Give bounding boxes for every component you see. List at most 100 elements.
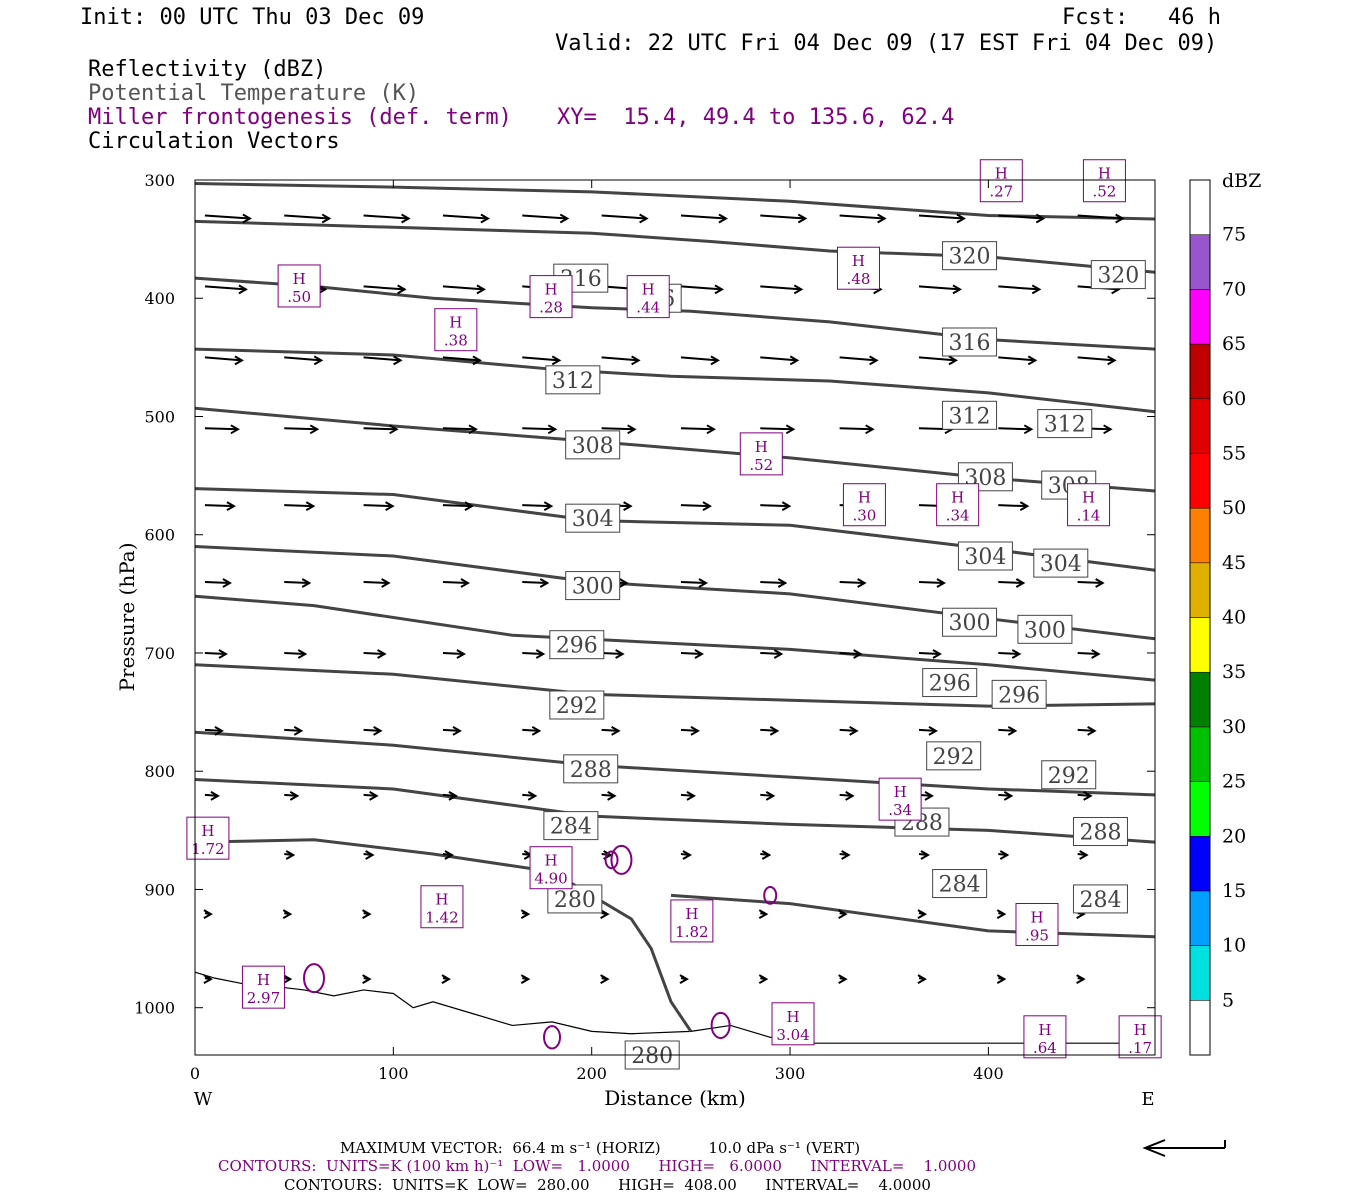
fronto-max-box — [529, 846, 573, 890]
theta-contour-288 — [670, 893, 1156, 939]
colorbar-tick-label: 30 — [1222, 716, 1246, 738]
colorbar-segment — [1189, 617, 1211, 673]
theta-label-box — [565, 571, 621, 601]
circulation-vector — [522, 355, 562, 366]
fronto-max-box — [1082, 159, 1126, 203]
colorbar-tick-label: 35 — [1222, 661, 1246, 683]
theta-label-box — [991, 679, 1047, 709]
fronto-max-box — [842, 483, 886, 527]
circulation-vector — [760, 424, 796, 435]
circulation-vector — [680, 355, 720, 366]
circulation-vector — [998, 501, 1030, 512]
fronto-max-box — [739, 432, 783, 476]
theta-label-box — [1033, 548, 1089, 578]
theta-label-box — [957, 541, 1013, 571]
circulation-vector — [680, 424, 716, 435]
circulation-vector — [442, 790, 458, 801]
colorbar-tick-label: 75 — [1222, 224, 1246, 246]
circulation-vector — [758, 974, 769, 985]
circulation-vector — [204, 284, 248, 295]
circulation-vector — [680, 725, 700, 736]
colorbar-segment — [1189, 726, 1211, 782]
colorbar-tick-label: 60 — [1222, 388, 1246, 410]
circulation-vector — [204, 213, 252, 224]
circulation-vector — [760, 850, 772, 860]
fronto-contour — [710, 1011, 731, 1040]
circulation-vector — [362, 909, 372, 919]
theta-contour-296 — [194, 594, 1156, 682]
circulation-vector — [680, 578, 708, 588]
theta-label-box — [1090, 260, 1146, 290]
circulation-vector — [522, 501, 554, 512]
fronto-max-h: H — [544, 852, 557, 870]
colorbar-tick-label: 45 — [1222, 552, 1246, 574]
theta-label: 296 — [556, 634, 598, 659]
circulation-vector — [1077, 790, 1093, 801]
theta-label-box — [565, 430, 621, 460]
y-tick-label: 400 — [144, 289, 175, 308]
theta-label: 292 — [1048, 764, 1090, 789]
init-time: Init: 00 UTC Thu 03 Dec 09 — [80, 5, 425, 30]
colorbar-segment — [1189, 398, 1211, 454]
footer-theta-contours: CONTOURS: UNITS=K LOW= 280.00 HIGH= 408.… — [284, 1176, 931, 1194]
reference-vector — [1142, 1139, 1226, 1157]
circulation-vector — [998, 284, 1042, 295]
circulation-vector — [1077, 649, 1101, 659]
fronto-max-value: .14 — [1077, 507, 1101, 525]
circulation-vector — [918, 578, 946, 588]
circulation-vector — [520, 974, 531, 985]
colorbar-tick-label: 70 — [1222, 278, 1246, 300]
colorbar-tick-label: 40 — [1222, 607, 1246, 629]
fronto-max-h: H — [201, 822, 214, 840]
theta-label-box — [563, 754, 619, 784]
fronto-max-h: H — [449, 314, 462, 332]
circulation-vector — [760, 284, 804, 295]
fronto-max-value: 1.82 — [675, 923, 708, 941]
theta-label-box — [942, 400, 998, 430]
circulation-vector — [680, 850, 692, 860]
y-tick-label: 600 — [144, 526, 175, 545]
theta-label: 284 — [550, 815, 592, 840]
circulation-vector — [998, 355, 1038, 366]
fronto-max-value: .52 — [1093, 183, 1117, 201]
circulation-vector — [203, 974, 213, 985]
theta-contour-304 — [194, 487, 1156, 572]
circulation-vector — [918, 355, 958, 366]
fronto-max-value: .44 — [636, 299, 660, 317]
circulation-vector — [600, 909, 610, 919]
colorbar-segment — [1189, 234, 1211, 290]
circulation-vector — [442, 850, 454, 860]
plot-frame — [194, 179, 1156, 1056]
field-circulation-vectors: Circulation Vectors — [88, 129, 340, 154]
theta-label-box — [942, 241, 998, 271]
fronto-max-box — [670, 899, 714, 943]
colorbar-tick-label: 20 — [1222, 825, 1246, 847]
circulation-vector — [203, 909, 213, 919]
circulation-vector — [839, 725, 859, 736]
fronto-max-value: .38 — [444, 332, 468, 350]
circulation-vector — [204, 725, 224, 736]
circulation-vector — [522, 649, 546, 659]
circulation-vector — [363, 725, 383, 736]
fronto-max-box — [771, 1002, 815, 1046]
east-label: E — [1141, 1089, 1154, 1110]
fronto-contour — [604, 850, 619, 870]
circulation-vector — [522, 578, 550, 588]
fronto-max-h: H — [642, 281, 655, 299]
circulation-vector — [363, 649, 387, 659]
circulation-vector — [204, 424, 240, 435]
theta-label: 312 — [552, 369, 594, 394]
colorbar-segment — [1189, 343, 1211, 399]
circulation-vector — [680, 501, 712, 512]
theta-label-box — [926, 741, 982, 771]
theta-label: 280 — [554, 888, 596, 913]
circulation-vector — [204, 790, 220, 801]
circulation-vector — [442, 284, 486, 295]
circulation-vector — [204, 649, 228, 659]
colorbar-segment — [1189, 179, 1211, 235]
circulation-vector — [204, 501, 236, 512]
circulation-vector — [284, 790, 300, 801]
x-tick-label: 400 — [973, 1064, 1004, 1083]
circulation-vector — [838, 974, 848, 985]
fronto-max-value: .52 — [749, 456, 773, 474]
